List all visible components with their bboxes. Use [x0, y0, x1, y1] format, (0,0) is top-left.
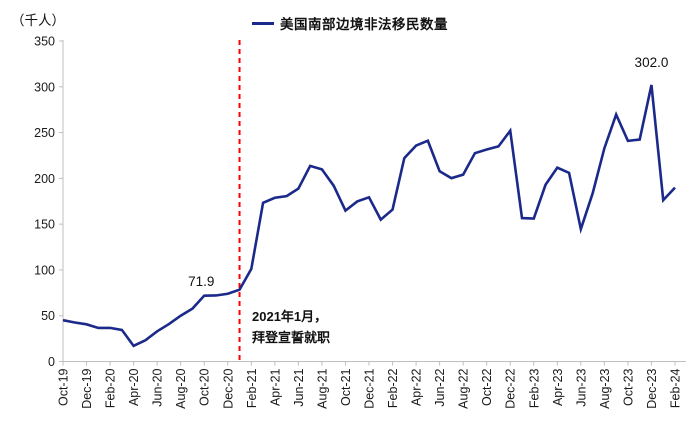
svg-text:Apr-21: Apr-21	[268, 368, 282, 406]
event-annotation: 2021年1月， 拜登宣誓就职	[252, 306, 330, 348]
svg-text:Oct-20: Oct-20	[198, 368, 212, 406]
event-annotation-line2: 拜登宣誓就职	[252, 330, 331, 346]
svg-text:Dec-21: Dec-21	[363, 368, 377, 408]
svg-text:250: 250	[34, 126, 55, 140]
svg-text:Oct-23: Oct-23	[621, 368, 635, 406]
y-axis-unit-label: （千人）	[11, 13, 65, 28]
legend-line-swatch	[252, 21, 274, 25]
svg-text:Dec-20: Dec-20	[221, 368, 235, 408]
svg-text:Jun-23: Jun-23	[574, 368, 588, 406]
svg-text:Apr-22: Apr-22	[410, 368, 424, 406]
svg-text:300: 300	[34, 80, 55, 94]
svg-text:Jun-22: Jun-22	[433, 368, 447, 406]
svg-text:Aug-20: Aug-20	[174, 368, 188, 408]
svg-text:Aug-22: Aug-22	[457, 368, 471, 408]
svg-text:Dec-23: Dec-23	[645, 368, 659, 408]
event-annotation-line1: 2021年1月，	[252, 309, 328, 324]
svg-text:Jun-20: Jun-20	[151, 368, 165, 406]
svg-text:Oct-21: Oct-21	[339, 368, 353, 406]
svg-text:Feb-20: Feb-20	[104, 368, 118, 408]
point-label-0: 71.9	[188, 273, 215, 289]
legend-label: 美国南部边境非法移民数量	[280, 17, 448, 32]
svg-text:Aug-21: Aug-21	[315, 368, 329, 408]
svg-text:100: 100	[34, 263, 55, 277]
svg-text:Jun-21: Jun-21	[292, 368, 306, 406]
svg-text:50: 50	[41, 309, 55, 323]
svg-text:Apr-23: Apr-23	[551, 368, 565, 406]
svg-text:Dec-19: Dec-19	[80, 368, 94, 408]
svg-text:Feb-23: Feb-23	[527, 368, 541, 408]
svg-text:Feb-21: Feb-21	[245, 368, 259, 408]
svg-text:Apr-20: Apr-20	[127, 368, 141, 406]
point-label-1: 302.0	[634, 54, 669, 70]
svg-text:Oct-22: Oct-22	[480, 368, 494, 406]
legend: 美国南部边境非法移民数量	[0, 13, 700, 33]
svg-text:350: 350	[34, 35, 55, 49]
svg-text:Feb-24: Feb-24	[669, 368, 683, 408]
svg-text:0: 0	[48, 355, 55, 369]
svg-text:150: 150	[34, 218, 55, 232]
svg-text:200: 200	[34, 172, 55, 186]
svg-text:Oct-19: Oct-19	[57, 368, 71, 406]
svg-text:Feb-22: Feb-22	[386, 368, 400, 408]
svg-text:Dec-22: Dec-22	[504, 368, 518, 408]
svg-text:Aug-23: Aug-23	[598, 368, 612, 408]
